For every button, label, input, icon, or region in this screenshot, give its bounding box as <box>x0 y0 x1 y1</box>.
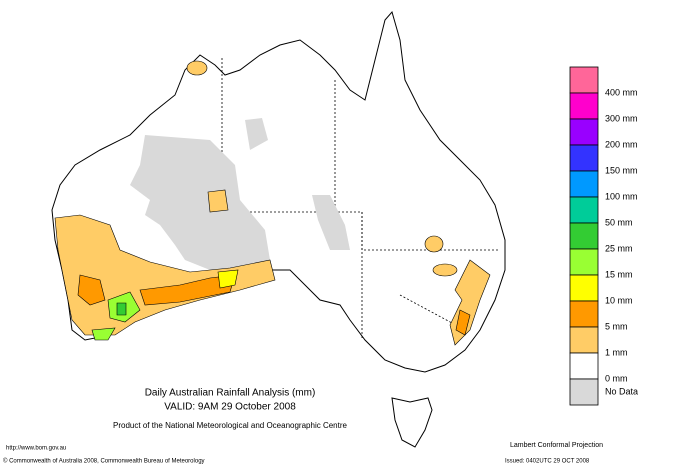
issued: Issued: 0402UTC 29 OCT 2008 <box>505 459 590 465</box>
valid-time: VALID: 9AM 29 October 2008 <box>164 402 296 413</box>
legend-swatch <box>569 144 599 172</box>
legend-label: 150 mm <box>605 165 638 175</box>
legend-swatch <box>569 274 599 302</box>
rain-10mm <box>77 269 471 341</box>
tasmania <box>391 397 433 448</box>
map-title: Daily Australian Rainfall Analysis (mm) <box>145 388 316 399</box>
projection: Lambert Conformal Projection <box>510 442 603 449</box>
legend-label: 400 mm <box>605 87 638 97</box>
legend-label: 1 mm <box>605 347 628 357</box>
legend: 400 mm 300 mm 200 mm 150 mm 100 mm 50 mm 25 mm… <box>569 66 638 406</box>
legend-label: 300 mm <box>605 113 638 123</box>
legend-label: 10 mm <box>605 295 633 305</box>
legend-swatch <box>569 300 599 328</box>
legend-label: No Data <box>605 386 638 396</box>
legend-swatch <box>569 170 599 198</box>
legend-label: 200 mm <box>605 139 638 149</box>
legend-label: 50 mm <box>605 217 633 227</box>
legend-label: 0 mm <box>605 373 628 383</box>
legend-swatch <box>569 378 599 406</box>
legend-label: 25 mm <box>605 243 633 253</box>
legend-swatch <box>569 326 599 354</box>
legend-swatch <box>569 92 599 120</box>
no-data-areas <box>130 118 350 275</box>
legend-swatch <box>569 196 599 224</box>
legend-swatch <box>569 248 599 276</box>
product: Product of the National Meteorological a… <box>113 421 347 430</box>
legend-swatch <box>569 352 599 380</box>
legend-swatch <box>569 118 599 146</box>
copyright: © Commonwealth of Australia 2008, Common… <box>3 458 205 465</box>
legend-label: 5 mm <box>605 321 628 331</box>
url: http://www.bom.gov.au <box>6 446 66 452</box>
legend-swatch <box>569 66 599 94</box>
legend-swatch <box>569 222 599 250</box>
legend-label: 15 mm <box>605 269 633 279</box>
legend-label: 100 mm <box>605 191 638 201</box>
map <box>51 10 506 448</box>
